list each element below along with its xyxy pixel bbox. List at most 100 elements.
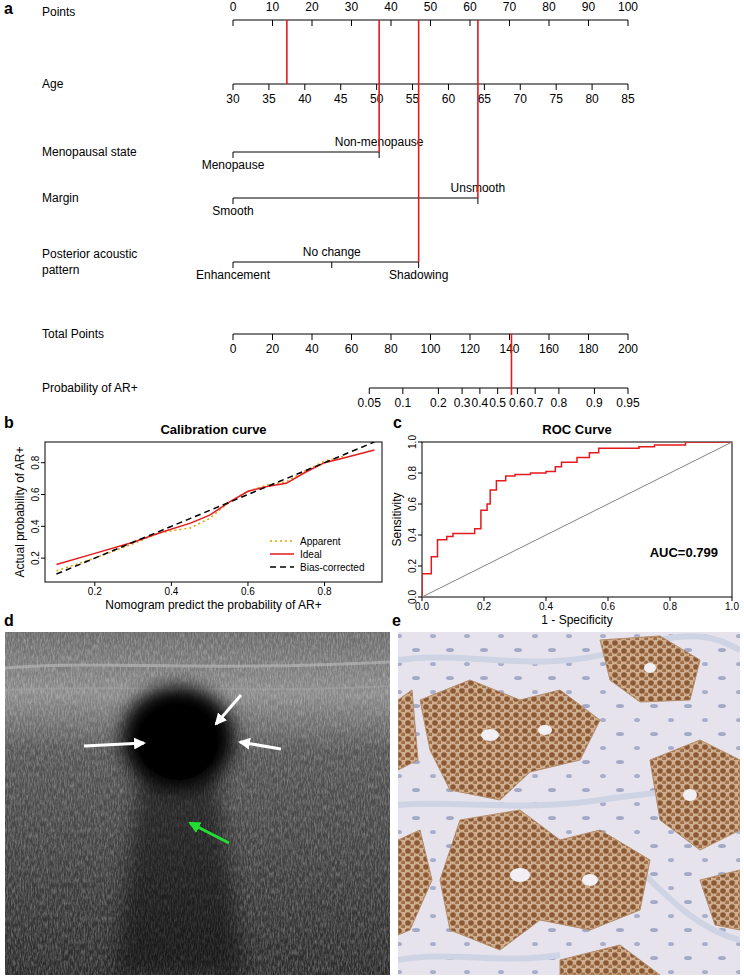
y-tick-label: 0.4 [407, 528, 418, 542]
tick-label: 40 [305, 342, 319, 356]
tick-label: 0.05 [358, 396, 382, 410]
tick [340, 84, 341, 90]
tick [594, 388, 595, 394]
selected-line [378, 20, 380, 152]
y-label: Actual probability of AR+ [13, 446, 27, 577]
tick [549, 20, 550, 26]
tick-label: 85 [621, 92, 635, 106]
tick-label: 70 [503, 0, 517, 14]
x-tick-label: 0.8 [318, 586, 332, 597]
selected-line [286, 20, 288, 84]
tick-label: 40 [384, 0, 398, 14]
axis-line [233, 152, 379, 153]
lesion-core [138, 704, 218, 780]
lumen [481, 729, 499, 741]
legend-label: Ideal [300, 549, 322, 560]
frame [45, 442, 382, 582]
tick [391, 334, 392, 340]
axis-line [233, 262, 419, 263]
lumen [510, 868, 530, 882]
tick-label: 180 [578, 342, 598, 356]
tick [628, 388, 629, 394]
tick [549, 334, 550, 340]
legend-swatch [270, 566, 294, 568]
tick [484, 84, 485, 90]
plot-c: cROC Curve0.00.20.40.60.81.00.00.20.40.6… [390, 414, 739, 627]
x-label: 1 - Specificity [541, 613, 612, 627]
tick-label: 35 [262, 92, 276, 106]
tick-label: 120 [460, 342, 480, 356]
speckle [5, 632, 390, 975]
collagen [398, 955, 560, 960]
legend-label: Apparent [300, 536, 341, 547]
tick [430, 20, 431, 26]
tick [233, 20, 234, 26]
y-tick-label: 0.8 [407, 466, 418, 480]
panel-letter: e [392, 612, 401, 629]
y-tick-label: 0.8 [30, 455, 41, 469]
lumen [538, 725, 552, 735]
row-label-line: Posterior acoustic [42, 247, 137, 261]
legend-swatch [270, 553, 294, 555]
row-label: Posterior acousticpattern [42, 247, 137, 277]
tick-label: 60 [442, 92, 456, 106]
tick-label: 55 [406, 92, 420, 106]
arrow [216, 695, 241, 724]
tick [479, 388, 480, 394]
y-tick [41, 526, 45, 527]
y-tick-label: 0.6 [30, 487, 41, 501]
y-tick-label: 0.6 [407, 497, 418, 511]
x-tick-label: 0.8 [663, 601, 677, 612]
tick [268, 84, 269, 90]
title: Calibration curve [160, 422, 266, 437]
y-tick-label: 0.2 [30, 551, 41, 565]
tick [376, 84, 377, 90]
y-tick [418, 566, 422, 567]
ultrasound-image: d [4, 612, 390, 975]
level-tick [477, 198, 478, 204]
annotation: AUC=0.799 [650, 545, 718, 560]
row-label: Margin [42, 191, 79, 205]
tumor-nest [398, 830, 432, 935]
lumen [644, 663, 656, 673]
x-tick-label: 0.6 [241, 586, 255, 597]
tick [520, 84, 521, 90]
series-group [56, 442, 374, 574]
tick-label: 65 [478, 92, 492, 106]
tick [470, 334, 471, 340]
selected-line [477, 20, 479, 198]
y-tick-label: 0.4 [30, 519, 41, 533]
tick [438, 388, 439, 394]
tick [369, 388, 370, 394]
tick-label: 60 [463, 0, 477, 14]
plot-b: bCalibration curve0.20.40.60.80.20.40.60… [4, 414, 382, 612]
tick-label: 20 [266, 342, 280, 356]
tick [588, 334, 589, 340]
x-tick-label: 1.0 [725, 601, 739, 612]
series-group [422, 442, 732, 597]
tumor-nest [440, 810, 650, 950]
y-tick [418, 504, 422, 505]
tick-label: 0.2 [430, 396, 447, 410]
tick [592, 84, 593, 90]
tick-label: 140 [499, 342, 519, 356]
ihc [398, 632, 740, 975]
tick [628, 84, 629, 90]
tick-label: 0.4 [472, 396, 489, 410]
level-label: Enhancement [196, 268, 271, 282]
tumor-nest [398, 690, 418, 770]
tick [556, 84, 557, 90]
tick-label: 50 [370, 92, 384, 106]
panel-letter: d [4, 612, 14, 629]
tick-label: 0.6 [509, 396, 526, 410]
tumor-nest [560, 945, 660, 975]
tumor-nest [420, 680, 600, 800]
level-label: No change [303, 245, 361, 259]
x-tick-label: 0.4 [539, 601, 553, 612]
x-tick-label: 0.2 [88, 586, 102, 597]
tick [351, 20, 352, 26]
x-label: Nomogram predict the probability of AR+ [105, 598, 321, 612]
level-tick [379, 152, 380, 158]
row-label: Probability of AR+ [42, 381, 138, 395]
level-label: Shadowing [389, 268, 448, 282]
